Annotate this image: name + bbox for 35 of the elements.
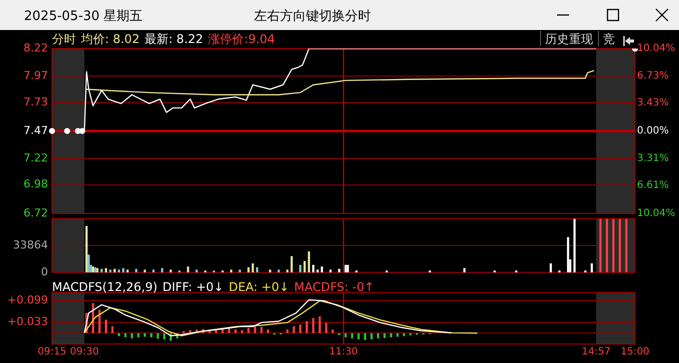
x-tick-label: 09:30 [70, 346, 99, 358]
text: 涨停价:9.04 [208, 32, 275, 46]
text: 最新: 8.22 [144, 32, 204, 46]
series-label: DEA: +0↓ [228, 280, 290, 294]
y-tick-label: 7.22 [24, 151, 48, 164]
chart-title: MACDFS(12,26,9) [52, 280, 158, 294]
x-tick-label: 14:57 [582, 346, 611, 358]
y-tick-label: +0.099 [7, 293, 48, 306]
y2-tick-label: 3.31% [637, 152, 669, 164]
text: DIFF: +0↓ [162, 280, 224, 294]
y-tick-label: 7.47 [24, 124, 48, 137]
y-tick-label: 8.22 [24, 41, 48, 54]
chart-title: 分时 [52, 32, 76, 46]
text: 历史重现 [540, 31, 597, 46]
y-tick-label: 7.73 [24, 95, 48, 108]
y-tick-label: 7.97 [24, 68, 48, 82]
y-tick-label: 0 [41, 265, 48, 278]
y2-tick-label: 0.00% [637, 126, 669, 137]
y2-tick-label: 3.43% [637, 97, 669, 108]
text: 2025-05-30 星期五 [24, 8, 143, 25]
x-tick-label: 15:00 [620, 346, 650, 358]
text: MACDFS: -0↑ [294, 280, 374, 294]
y-tick-label: 33864 [13, 238, 48, 252]
text: 竞 [598, 31, 619, 46]
y2-tick-label: 10.04% [637, 208, 676, 219]
y2-tick-label: 6.61% [637, 180, 669, 191]
y2-tick-label: 6.73% [637, 70, 669, 82]
y-tick-label: 6.98 [24, 178, 48, 191]
x-tick-label: 09:15 [38, 346, 66, 358]
y-tick-label: 6.72 [24, 206, 48, 220]
y2-tick-label: 10.04% [637, 43, 676, 54]
text: 左右方向键切换分时 [254, 8, 371, 25]
y-tick-label: +0.033 [7, 315, 48, 328]
text: 均价: 8.02 [81, 32, 140, 46]
x-tick-label: 11:30 [329, 346, 358, 358]
